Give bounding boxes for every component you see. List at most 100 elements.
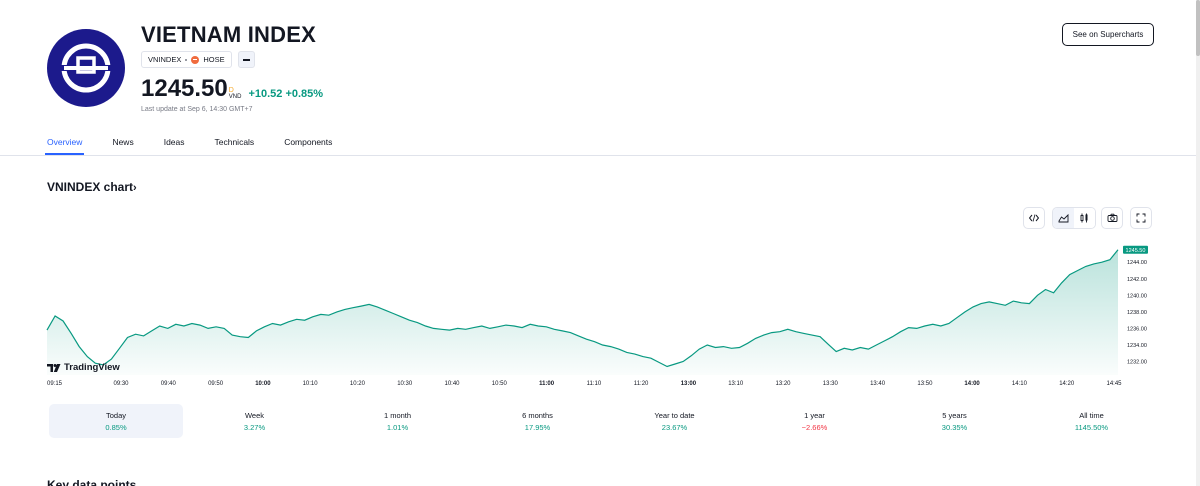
range-1-month[interactable]: 1 month 1.01% <box>326 404 469 438</box>
fullscreen-icon <box>1136 213 1146 223</box>
range-change-value: 1.01% <box>386 422 409 432</box>
last-price-badge <box>1123 245 1148 254</box>
x-tick-label: 13:30 <box>823 381 839 387</box>
x-tick-label: 14:10 <box>1012 381 1028 387</box>
range-label: Today <box>105 410 126 420</box>
fullscreen-group <box>1130 207 1152 230</box>
chart-area-fill <box>47 249 1118 375</box>
x-tick-label: 10:20 <box>350 381 366 387</box>
range-year-to-date[interactable]: Year to date 23.67% <box>606 404 743 438</box>
range-week[interactable]: Week 3.27% <box>183 404 326 438</box>
range-label: 5 years <box>942 410 967 420</box>
camera-icon <box>1107 213 1117 222</box>
range-change-value: 30.35% <box>941 422 968 432</box>
embed-button[interactable] <box>1023 207 1045 229</box>
last-price: 1245.50 <box>141 75 228 102</box>
currency-label: VND <box>228 94 242 100</box>
y-tick-label: 1232.00 <box>1127 360 1147 366</box>
see-on-supercharts-button[interactable]: See on Supercharts <box>1062 23 1154 46</box>
vnindex-logo-icon <box>61 43 111 93</box>
exchange-tag-label: HOSE <box>203 55 225 64</box>
page-scrollbar-thumb[interactable] <box>1196 0 1200 56</box>
range-label: 1 year <box>804 410 825 420</box>
x-tick-label: 09:40 <box>161 381 177 387</box>
range-label: Week <box>244 410 265 420</box>
more-tags-button[interactable] <box>237 51 255 68</box>
x-tick-label: 11:20 <box>634 381 649 387</box>
x-tick-label: 10:40 <box>444 381 460 387</box>
y-tick-label: 1240.00 <box>1127 293 1147 299</box>
range-label: All time <box>1079 410 1104 420</box>
tab-news[interactable]: News <box>112 137 134 147</box>
x-tick-label: 14:20 <box>1059 381 1075 387</box>
x-tick-label: 10:00 <box>255 381 271 387</box>
y-tick-label: 1244.00 <box>1127 260 1147 266</box>
x-tick-label: 11:10 <box>587 381 602 387</box>
x-tick-label: 09:30 <box>113 381 129 387</box>
x-tick-label: 13:20 <box>775 381 791 387</box>
range-label: Year to date <box>654 410 695 420</box>
page-scrollbar-track[interactable] <box>1196 0 1200 486</box>
chart-heading-link[interactable]: VNINDEX chart› <box>47 180 137 194</box>
range-change-value: 23.67% <box>661 422 688 432</box>
range-label: 6 months <box>522 410 553 420</box>
candles-icon <box>1080 213 1088 223</box>
x-tick-label: 14:45 <box>1106 381 1122 387</box>
tab-bar: Overview News Ideas Technicals Components <box>44 137 362 155</box>
tradingview-logo-text: TradingView <box>64 362 120 373</box>
tradingview-logo: TradingView <box>47 362 120 373</box>
tradingview-logo-icon <box>47 363 61 372</box>
range-6-months[interactable]: 6 months 17.95% <box>469 404 606 438</box>
tab-overview[interactable]: Overview <box>44 137 85 155</box>
index-title: VIETNAM INDEX <box>141 22 316 47</box>
range-all-time[interactable]: All time 1145.50% <box>1023 404 1160 438</box>
last-price-badge-label: 1245.50 <box>1126 248 1146 254</box>
separator-dot <box>185 58 188 61</box>
symbol-tag[interactable]: VNINDEX HOSE <box>141 51 232 68</box>
range-today[interactable]: Today 0.85% <box>49 404 183 438</box>
y-tick-label: 1236.00 <box>1127 326 1147 332</box>
area-chart-button[interactable] <box>1053 208 1074 228</box>
price-change: +10.52 +0.85% <box>248 88 324 100</box>
tab-technicals[interactable]: Technicals <box>214 137 255 147</box>
price-marker: D <box>228 87 234 94</box>
x-tick-label: 09:50 <box>208 381 224 387</box>
x-tick-label: 13:00 <box>681 381 697 387</box>
range-change-value: 3.27% <box>243 422 266 432</box>
price-row: 1245.50 D VND +10.52 +0.85% <box>141 77 323 101</box>
price-suffix: D VND <box>229 87 242 101</box>
area-chart-icon <box>1058 213 1069 223</box>
snapshot-button[interactable] <box>1101 207 1123 229</box>
x-tick-label: 11:00 <box>539 381 555 387</box>
key-data-heading: Key data points <box>47 478 137 486</box>
tab-ideas[interactable]: Ideas <box>163 137 185 147</box>
chart-toolbar <box>1023 207 1045 230</box>
y-tick-label: 1242.00 <box>1127 277 1147 283</box>
x-tick-label: 10:10 <box>303 381 319 387</box>
range-5-years[interactable]: 5 years 30.35% <box>886 404 1023 438</box>
chevron-right-icon: › <box>133 182 137 194</box>
range-selector: Today 0.85% Week 3.27% 1 month 1.01% 6 months 1… <box>49 404 1160 438</box>
chart-series-line <box>46 249 1119 368</box>
vnindex-logo <box>47 29 125 107</box>
fullscreen-button[interactable] <box>1130 207 1152 229</box>
tab-components[interactable]: Components <box>284 137 333 147</box>
x-tick-label: 14:00 <box>964 381 980 387</box>
x-tick-label: 13:40 <box>870 381 886 387</box>
x-tick-label: 10:30 <box>397 381 413 387</box>
y-tick-label: 1238.00 <box>1127 310 1147 316</box>
x-tick-label: 09:15 <box>47 381 63 387</box>
tabs-divider <box>0 155 1196 156</box>
minus-icon <box>242 58 250 61</box>
x-tick-label: 13:50 <box>917 381 933 387</box>
range-change-value: 1145.50% <box>1074 422 1109 432</box>
symbol-tag-label: VNINDEX <box>148 55 182 64</box>
embed-icon <box>1029 214 1039 222</box>
range-label: 1 month <box>383 410 412 420</box>
vnindex-area-chart[interactable]: 09:15 09:30 09:40 09:50 10:00 10:10 10:20 10:30… <box>0 0 1196 400</box>
candles-button[interactable] <box>1074 208 1095 228</box>
range-change-value: 17.95% <box>524 422 551 432</box>
range-change-value: 0.85% <box>105 422 127 432</box>
range-1-year[interactable]: 1 year −2.66% <box>743 404 886 438</box>
range-change-value: −2.66% <box>801 422 828 432</box>
